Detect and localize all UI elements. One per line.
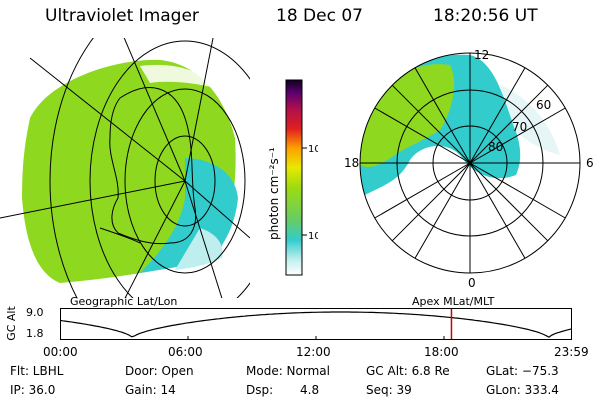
altitude-xticks	[187, 336, 445, 340]
altitude-xtick-0000: 00:00	[43, 345, 78, 359]
lat-lon-grid	[0, 38, 250, 298]
polar-label-12: 12	[474, 48, 489, 62]
geographic-projection-label: Geographic Lat/Lon	[70, 295, 178, 308]
altitude-ylabel-wrap: GC Alt	[4, 303, 20, 343]
polar-plot: 12 0 18 6 80 70 60	[344, 48, 594, 290]
coastline	[109, 87, 197, 245]
time-label: 18:20:56 UT	[433, 6, 538, 26]
altitude-xtick-0600: 06:00	[168, 345, 203, 359]
colorbar-unit-label: photon cm⁻²s⁻¹	[267, 147, 281, 240]
filter-info: Flt: LBHL	[10, 364, 64, 378]
altitude-xtick-2359: 23:59	[554, 345, 589, 359]
geographic-map	[0, 38, 250, 298]
door-info: Door: Open	[125, 364, 194, 378]
colorbar-label-100: 100	[308, 144, 318, 155]
altitude-frame	[60, 308, 572, 340]
gc-alt-info: GC Alt: 6.8 Re	[366, 364, 450, 378]
polar-label-70: 70	[512, 120, 527, 134]
coastline-peninsula	[99, 227, 141, 244]
polar-label-18: 18	[344, 156, 359, 170]
polar-label-6: 6	[586, 156, 594, 170]
altitude-xtick-1200: 12:00	[296, 345, 331, 359]
geo-aurora-gap	[140, 64, 215, 88]
ip-info: IP: 36.0	[10, 383, 56, 397]
geo-aurora-faint	[175, 228, 223, 270]
apex-projection-label: Apex MLat/MLT	[412, 295, 495, 308]
altitude-ylabel: GC Alt	[4, 306, 18, 341]
polar-aurora-faint	[500, 85, 560, 155]
altitude-curve	[60, 311, 572, 338]
altitude-chart	[60, 308, 572, 340]
polar-grid	[359, 52, 581, 274]
dsp-value: 4.8	[300, 383, 320, 397]
altitude-ytick-bottom: 1.8	[26, 327, 44, 340]
colorbar-gradient	[285, 79, 303, 276]
altitude-ytick-top: 9.0	[26, 306, 44, 319]
polar-label-0: 0	[468, 276, 476, 290]
polar-label-80: 80	[488, 140, 503, 154]
mode-info: Mode: Normal	[246, 364, 330, 378]
colorbar-label-10: 10	[308, 231, 318, 242]
gain-info: Gain: 14	[125, 383, 176, 397]
altitude-xtick-1800: 18:00	[424, 345, 459, 359]
glat-info: GLat: −75.3	[486, 364, 559, 378]
seq-info: Seq: 39	[366, 383, 412, 397]
colorbar: 100 10 photon cm⁻²s⁻¹	[267, 79, 318, 276]
glon-info: GLon: 333.4	[486, 383, 559, 397]
date-label: 18 Dec 07	[276, 6, 363, 26]
dsp-label: Dsp:	[246, 383, 274, 397]
instrument-title: Ultraviolet Imager	[45, 6, 199, 26]
polar-label-60: 60	[536, 98, 551, 112]
